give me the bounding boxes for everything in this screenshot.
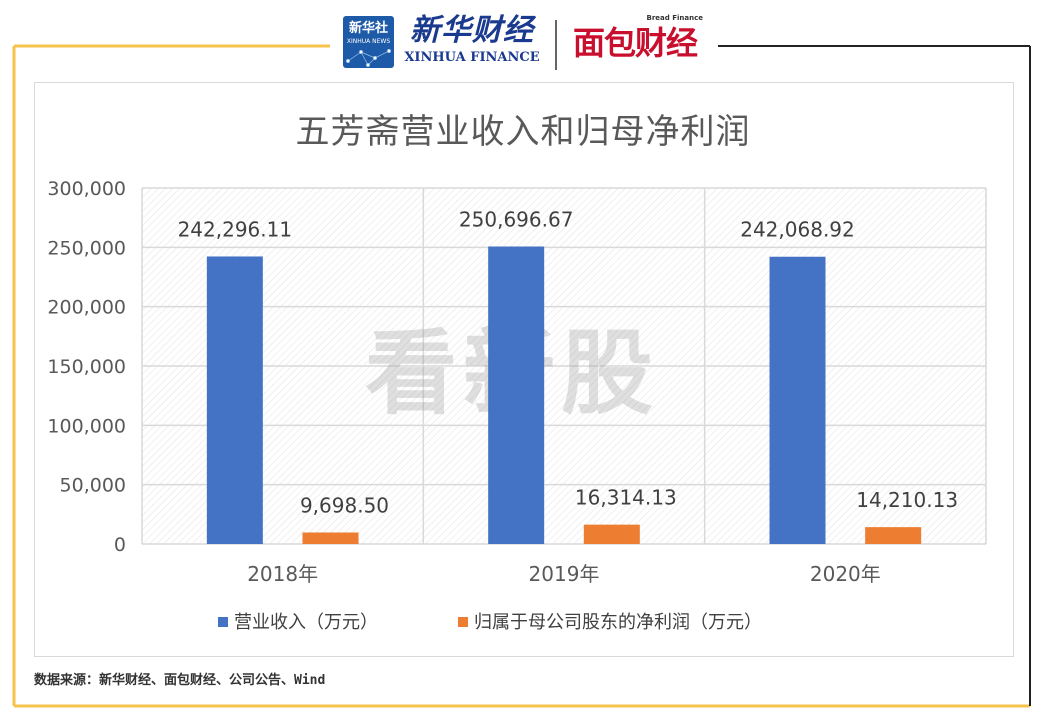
bread-finance-logo: Bread Finance 面包财经	[573, 14, 703, 62]
legend-swatch-revenue	[218, 617, 228, 627]
x-tick-label: 2019年	[529, 562, 600, 586]
bar-net-profit	[865, 527, 922, 544]
legend-label-net-profit: 归属于母公司股东的净利润（万元）	[474, 612, 762, 633]
source-note: 数据来源：新华财经、面包财经、公司公告、Wind	[34, 673, 326, 688]
y-tick-label: 150,000	[47, 356, 126, 378]
legend-item-net-profit: 归属于母公司股东的净利润（万元）	[458, 608, 762, 634]
bar-revenue	[488, 246, 545, 544]
xinhua-news-logo: 新华社 XINHUA NEWS	[343, 16, 394, 68]
y-tick-label: 50,000	[60, 475, 126, 497]
x-tick-label: 2020年	[810, 562, 881, 586]
y-tick-label: 250,000	[47, 237, 126, 259]
legend-label-revenue: 营业收入（万元）	[234, 612, 378, 633]
bar-revenue	[769, 256, 826, 544]
y-tick-label: 200,000	[47, 297, 126, 319]
data-label-net-profit: 16,314.13	[575, 486, 677, 510]
legend-swatch-net-profit	[458, 617, 468, 627]
x-tick-label: 2018年	[247, 562, 318, 586]
chart-title: 五芳斋营业收入和归母净利润	[295, 112, 751, 152]
xinhua-finance-logo: 新华财经 XINHUA FINANCE	[404, 13, 540, 65]
y-tick-label: 100,000	[47, 415, 126, 437]
y-tick-label: 300,000	[47, 178, 126, 200]
legend-item-revenue: 营业收入（万元）	[218, 608, 378, 634]
bar-revenue	[206, 256, 263, 544]
data-label-revenue: 250,696.67	[459, 208, 574, 232]
data-label-revenue: 242,296.11	[178, 217, 293, 241]
y-tick-label: 0	[114, 534, 126, 556]
bar-net-profit	[583, 524, 640, 544]
bar-net-profit	[302, 532, 359, 544]
data-label-revenue: 242,068.92	[740, 218, 855, 242]
data-label-net-profit: 14,210.13	[856, 488, 958, 512]
data-label-net-profit: 9,698.50	[300, 493, 389, 517]
